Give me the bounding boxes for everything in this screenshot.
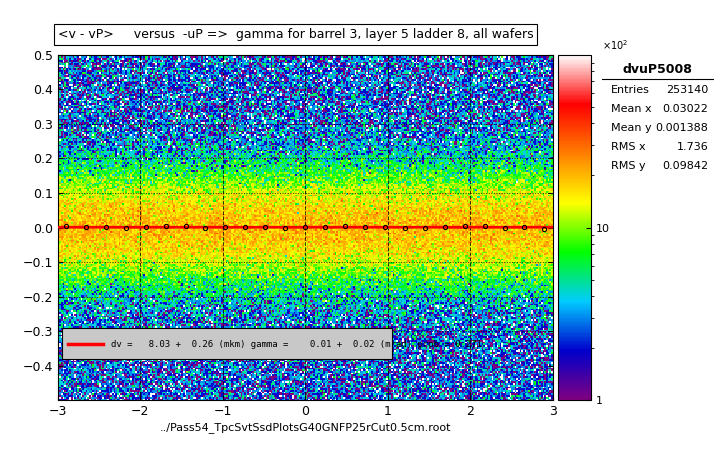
Text: 0.09842: 0.09842 <box>662 161 708 171</box>
Text: Mean y: Mean y <box>611 123 652 133</box>
Text: 1.736: 1.736 <box>676 142 708 152</box>
Text: <v - vP>     versus  -uP =>  gamma for barrel 3, layer 5 ladder 8, all wafers: <v - vP> versus -uP => gamma for barrel … <box>58 28 534 41</box>
Text: Mean x: Mean x <box>611 104 652 114</box>
Text: RMS y: RMS y <box>611 161 645 171</box>
Text: 0.001388: 0.001388 <box>655 123 708 133</box>
Text: 0.03022: 0.03022 <box>663 104 708 114</box>
Text: 253140: 253140 <box>666 85 708 95</box>
Bar <box>62 328 392 359</box>
Text: RMS x: RMS x <box>611 142 645 152</box>
Text: dvuP5008: dvuP5008 <box>623 63 693 76</box>
Text: Entries: Entries <box>611 85 650 95</box>
Text: $\times 10^{2}$: $\times 10^{2}$ <box>602 39 628 52</box>
X-axis label: ../Pass54_TpcSvtSsdPlotsG40GNFP25rCut0.5cm.root: ../Pass54_TpcSvtSsdPlotsG40GNFP25rCut0.5… <box>159 422 451 433</box>
Text: dv =   8.03 +  0.26 (mkm) gamma =    0.01 +  0.02 (mrad) prob = 0.271: dv = 8.03 + 0.26 (mkm) gamma = 0.01 + 0.… <box>111 339 482 349</box>
